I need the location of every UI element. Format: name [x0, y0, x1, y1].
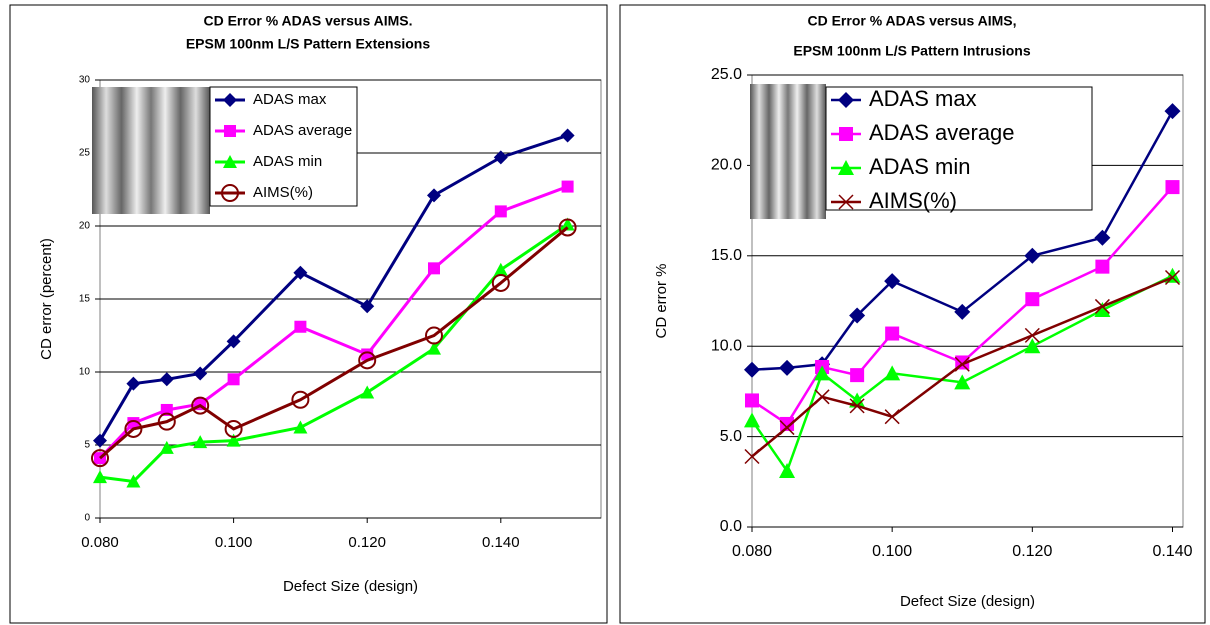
marker — [228, 373, 240, 385]
marker — [1165, 180, 1179, 194]
page: CD Error % ADAS versus AIMS. EPSM 100nm L… — [0, 0, 1210, 625]
marker — [562, 181, 574, 193]
x-tick-label: 0.080 — [732, 543, 772, 560]
x-axis-label: Defect Size (design) — [900, 593, 1035, 610]
legend-label: AIMS(%) — [253, 184, 313, 201]
y-tick-label: 5.0 — [720, 428, 742, 445]
x-tick-label: 0.100 — [215, 534, 253, 551]
y-tick-label: 30 — [79, 75, 91, 86]
y-tick-label: 10 — [79, 367, 91, 378]
marker — [745, 393, 759, 407]
y-tick-label: 20 — [79, 221, 91, 232]
legend-label: ADAS min — [253, 153, 322, 170]
chart-title: CD Error % ADAS versus AIMS, — [807, 13, 1016, 29]
y-tick-label: 10.0 — [711, 337, 742, 354]
inset-image — [750, 84, 826, 219]
marker — [1095, 260, 1109, 274]
y-axis-label: CD error (percent) — [38, 238, 55, 360]
chart-title: EPSM 100nm L/S Pattern Extensions — [186, 36, 431, 52]
legend-marker — [839, 127, 853, 141]
y-tick-label: 15 — [79, 294, 91, 305]
x-tick-label: 0.140 — [482, 534, 520, 551]
marker — [495, 205, 507, 217]
x-tick-label: 0.120 — [1012, 543, 1052, 560]
y-tick-label: 0 — [84, 513, 90, 524]
y-axis-label: CD error % — [653, 263, 670, 338]
x-tick-label: 0.100 — [872, 543, 912, 560]
chart-title: EPSM 100nm L/S Pattern Intrusions — [793, 43, 1030, 59]
inset-image — [92, 87, 210, 214]
y-tick-label: 5 — [84, 440, 90, 451]
marker — [428, 262, 440, 274]
marker — [294, 321, 306, 333]
x-axis-label: Defect Size (design) — [283, 578, 418, 595]
legend-label: AIMS(%) — [869, 188, 957, 213]
y-tick-label: 0.0 — [720, 518, 742, 535]
legend-label: ADAS average — [869, 120, 1015, 145]
x-tick-label: 0.080 — [81, 534, 119, 551]
legend-label: ADAS average — [253, 122, 352, 139]
y-tick-label: 25 — [79, 148, 91, 159]
y-tick-label: 15.0 — [711, 247, 742, 264]
marker — [1025, 292, 1039, 306]
x-tick-label: 0.140 — [1152, 543, 1192, 560]
legend-label: ADAS max — [869, 86, 977, 111]
legend-label: ADAS max — [253, 91, 327, 108]
chart-title: CD Error % ADAS versus AIMS. — [203, 13, 412, 29]
legend-label: ADAS min — [869, 154, 970, 179]
y-tick-label: 20.0 — [711, 157, 742, 174]
marker — [885, 327, 899, 341]
legend-marker — [224, 125, 236, 137]
y-tick-label: 25.0 — [711, 66, 742, 83]
marker — [850, 368, 864, 382]
x-tick-label: 0.120 — [348, 534, 386, 551]
